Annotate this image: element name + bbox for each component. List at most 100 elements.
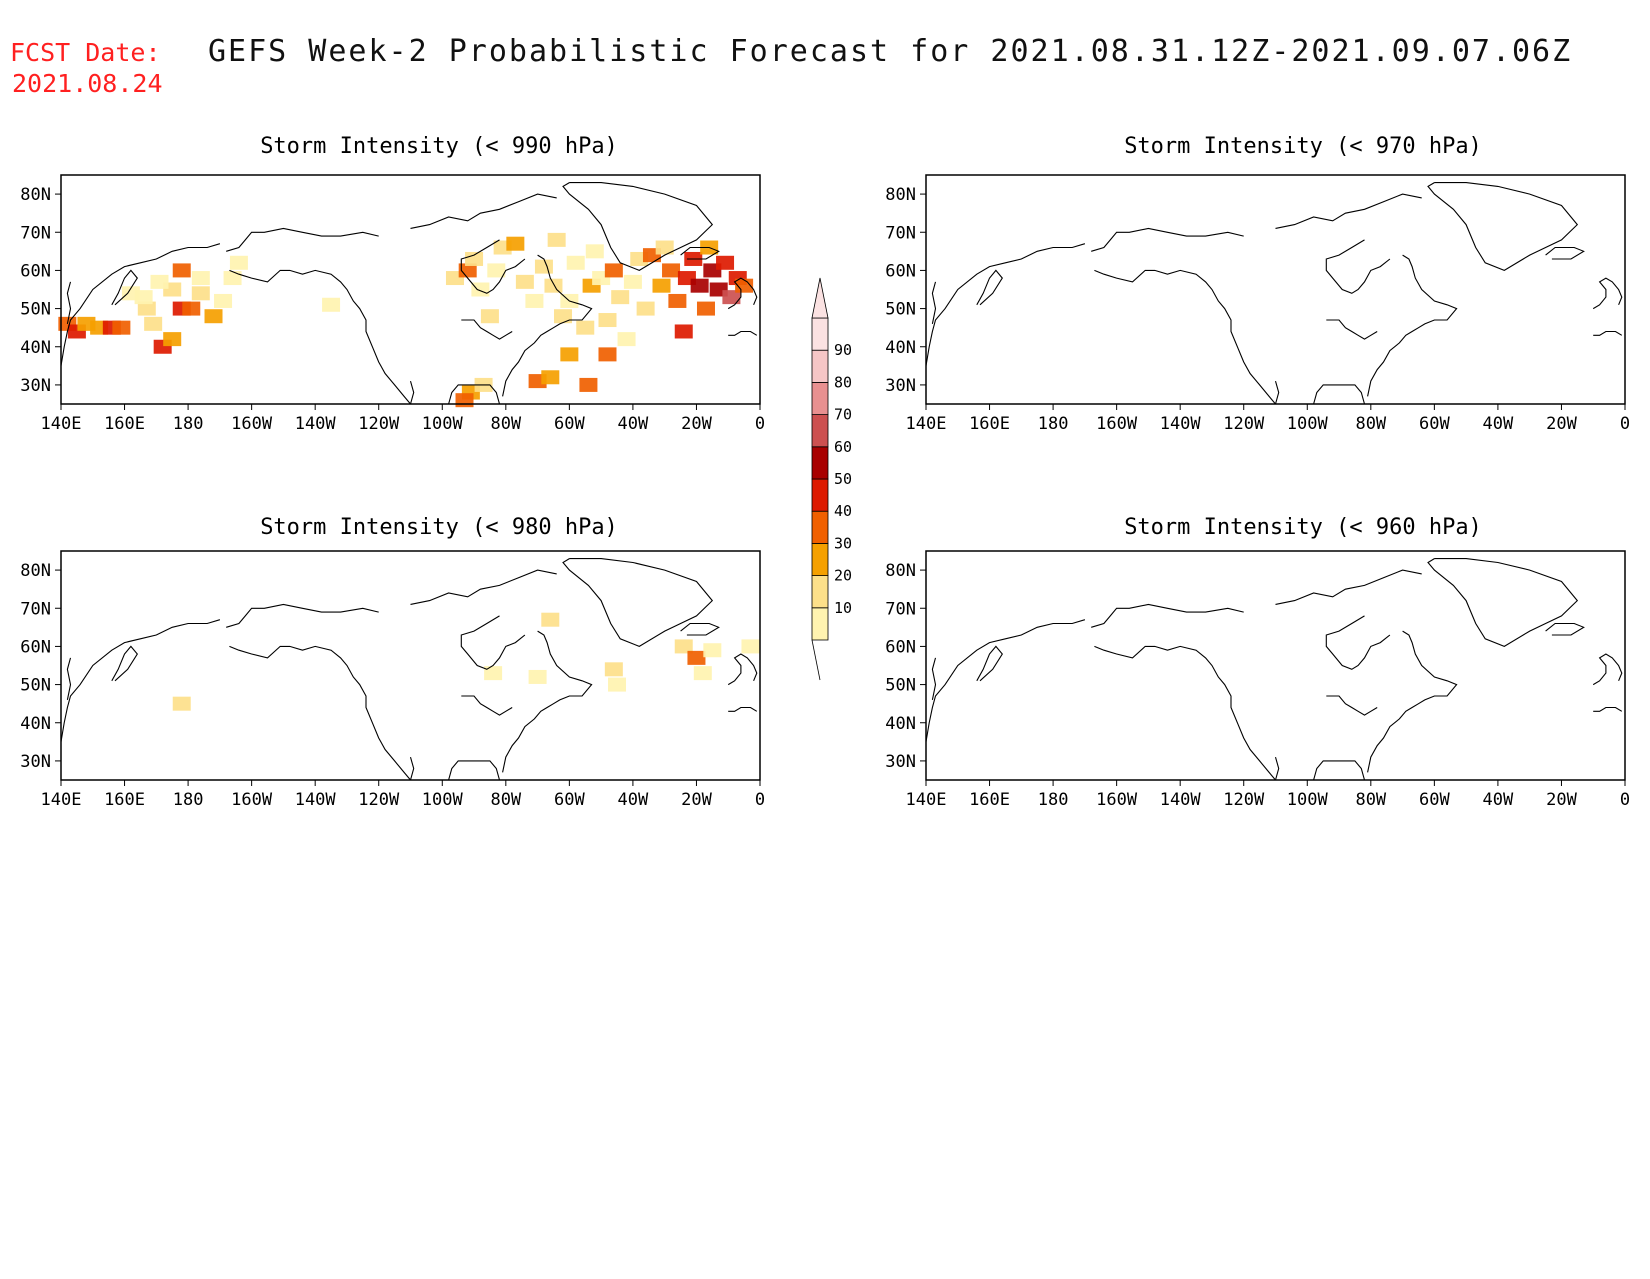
lon-tick-label: 180	[1038, 414, 1069, 434]
coastline	[1593, 706, 1623, 712]
coastline	[410, 569, 557, 605]
map-frame	[60, 550, 761, 781]
coastline	[727, 653, 758, 686]
coastline	[925, 619, 1086, 742]
lon-tick-label: 160W	[1096, 790, 1138, 810]
coastline	[229, 269, 411, 405]
coastline	[1545, 246, 1585, 260]
panel-990hpa: Storm Intensity (< 990 hPa) 140E 160E 180 1…	[20, 134, 765, 434]
coastline	[226, 227, 379, 252]
lat-tick-label: 60N	[885, 637, 916, 657]
coastlines	[925, 558, 1623, 781]
coastline	[409, 756, 415, 781]
fcst-date-value: 2021.08.24	[12, 69, 163, 98]
coastline	[1367, 254, 1458, 397]
coastline	[1427, 558, 1579, 648]
probability-cell	[544, 278, 563, 293]
lon-tick-label: 120W	[1223, 414, 1265, 434]
probability-cell	[604, 662, 623, 677]
coastlines	[60, 182, 758, 405]
coastline	[409, 380, 415, 405]
coastline	[111, 269, 138, 306]
lon-tick-label: 40W	[618, 790, 649, 810]
lon-tick-label: 160W	[231, 790, 273, 810]
coastline	[562, 182, 714, 272]
lat-tick-label: 80N	[20, 185, 51, 205]
probability-cell	[134, 290, 153, 305]
coastline	[60, 243, 221, 366]
probability-cell	[554, 309, 573, 324]
probability-cell	[214, 293, 233, 308]
lon-tick-label: 140W	[1160, 790, 1202, 810]
lon-tick-label: 60W	[554, 790, 585, 810]
probability-cell	[655, 240, 674, 255]
coastline	[111, 645, 138, 682]
lon-tick-label: 60W	[554, 414, 585, 434]
lon-tick-label: 60W	[1419, 414, 1450, 434]
lon-tick-label: 40W	[618, 414, 649, 434]
coastline	[1275, 193, 1422, 229]
lon-tick-label: 160E	[969, 414, 1010, 434]
probability-cell	[690, 278, 709, 293]
probability-cell	[693, 666, 712, 681]
lat-tick-label: 40N	[20, 714, 51, 734]
lon-tick-label: 100W	[422, 414, 464, 434]
probability-cell	[716, 255, 735, 270]
coastline	[1094, 645, 1276, 781]
lat-tick-label: 60N	[20, 261, 51, 281]
coastline	[1326, 695, 1378, 716]
coastline	[1592, 653, 1623, 686]
colorbar-swatch	[811, 543, 829, 577]
colorbar-swatch	[811, 446, 829, 480]
coastline	[562, 558, 714, 648]
lon-tick-label: 80W	[1355, 790, 1386, 810]
probability-cell	[662, 263, 681, 278]
probability-cell	[534, 259, 553, 274]
probability-cell	[172, 696, 191, 711]
colorbar-swatch	[811, 349, 829, 383]
lon-tick-label: 140E	[906, 414, 947, 434]
coastline	[1313, 384, 1366, 405]
colorbar-swatch	[811, 575, 829, 609]
probability-cell	[150, 274, 169, 289]
probability-cell	[674, 324, 693, 339]
colorbar-swatch	[811, 317, 829, 351]
probability-cell	[576, 320, 595, 335]
lat-tick-label: 80N	[885, 185, 916, 205]
colorbar-label: 80	[834, 373, 852, 391]
probability-cell	[560, 347, 579, 362]
coastline	[1313, 760, 1366, 781]
map-frame	[60, 174, 761, 405]
coastline	[1545, 622, 1585, 636]
probability-cell	[674, 639, 693, 654]
colorbar-label: 60	[834, 438, 852, 456]
probability-cell	[163, 332, 182, 347]
probability-cell	[722, 290, 741, 305]
colorbar-label: 50	[834, 470, 852, 488]
probability-cell	[741, 639, 760, 654]
coastline	[1091, 603, 1244, 628]
colorbar-label: 40	[834, 502, 852, 520]
coastline	[502, 630, 593, 773]
panel-title: Storm Intensity (< 990 hPa)	[260, 134, 618, 159]
probability-cell	[617, 332, 636, 347]
coastline	[226, 603, 379, 628]
probability-cell	[525, 293, 544, 308]
coastline	[1325, 239, 1391, 294]
lon-tick-label: 100W	[1287, 414, 1329, 434]
panel-title: Storm Intensity (< 980 hPa)	[260, 515, 618, 540]
lat-tick-label: 60N	[885, 261, 916, 281]
colorbar-upper-arrow	[811, 277, 829, 319]
coastline	[1094, 269, 1276, 405]
probability-cell	[484, 666, 503, 681]
probability-cell	[579, 377, 598, 392]
probability-cell	[611, 290, 630, 305]
lon-tick-label: 140E	[41, 790, 82, 810]
coastline	[461, 319, 513, 340]
lat-tick-label: 40N	[885, 714, 916, 734]
lon-tick-label: 140E	[906, 790, 947, 810]
colorbar-label: 30	[834, 534, 852, 552]
probability-cell	[541, 370, 560, 385]
coastline	[728, 706, 758, 712]
coastline	[448, 384, 501, 405]
